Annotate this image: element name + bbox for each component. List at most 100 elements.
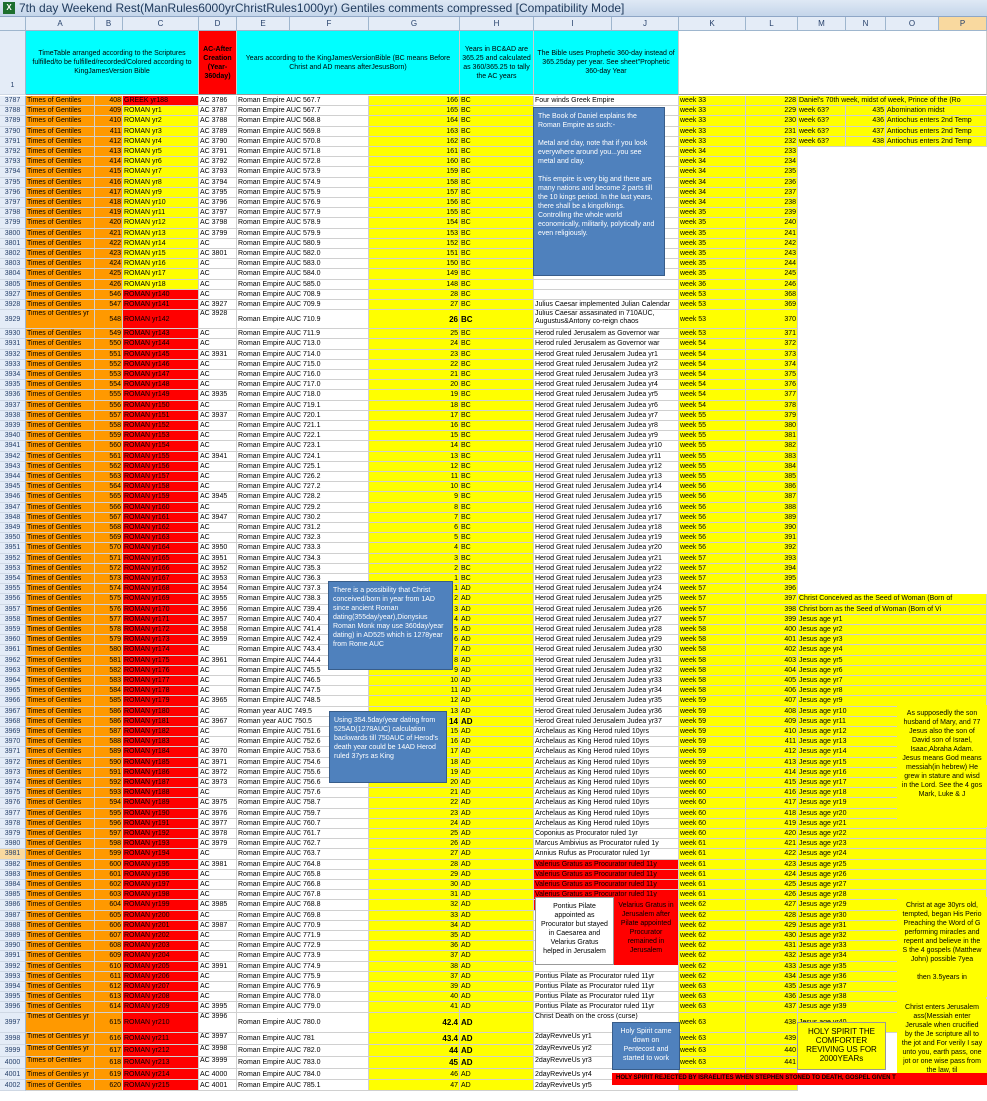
cell-roman-auc[interactable]: Roman Empire AUC 570.8 bbox=[237, 136, 369, 147]
cell-empire-year[interactable]: ROMAN yr157 bbox=[123, 472, 199, 483]
cell-event[interactable]: Archelaus as King Herod ruled 10yrs bbox=[534, 798, 679, 809]
cell-era[interactable]: BC bbox=[460, 523, 534, 534]
cell-gentile-year[interactable]: 596 bbox=[95, 818, 123, 829]
cell-week[interactable]: week 62 bbox=[679, 900, 746, 911]
cell-week[interactable]: week 63 bbox=[679, 1012, 746, 1033]
cell-week[interactable]: week 34 bbox=[679, 157, 746, 168]
header-cell-after-creation[interactable]: AC-After Creation (Year-360day) bbox=[199, 31, 237, 95]
column-header-m[interactable]: M bbox=[798, 17, 846, 30]
cell-week-count[interactable]: 385 bbox=[746, 472, 798, 483]
cell-empire-year[interactable]: ROMAN yr174 bbox=[123, 645, 199, 656]
cell-gentile-year[interactable]: 547 bbox=[95, 300, 123, 311]
cell-roman-auc[interactable]: Roman Empire AUC 727.2 bbox=[237, 482, 369, 493]
cell-roman-auc[interactable]: Roman Empire AUC 568.8 bbox=[237, 116, 369, 127]
cell-week-count[interactable]: 228 bbox=[746, 96, 798, 107]
cell-event[interactable]: Herod Great ruled Jerusalem Judea yr25 bbox=[534, 594, 679, 605]
cell-empire-year[interactable]: ROMAN yr210 bbox=[123, 1012, 199, 1033]
cell-event[interactable]: Pontius Pilate as Procurator ruled 11yr bbox=[534, 1002, 679, 1013]
row-number[interactable]: 3960 bbox=[0, 635, 26, 646]
row-number[interactable]: 3973 bbox=[0, 767, 26, 778]
cell-bc-ad-value[interactable]: 5 bbox=[369, 533, 460, 544]
cell-note-n[interactable]: 435 bbox=[846, 106, 886, 117]
cell-gentile-year[interactable]: 408 bbox=[95, 96, 123, 107]
cell-times-of-gentiles[interactable]: Times of Gentiles bbox=[26, 961, 95, 972]
cell-era[interactable]: BC bbox=[460, 339, 534, 350]
cell-bc-ad-value[interactable]: 27 bbox=[369, 849, 460, 860]
cell-bc-ad-value[interactable]: 156 bbox=[369, 198, 460, 209]
cell-times-of-gentiles[interactable]: Times of Gentiles bbox=[26, 747, 95, 758]
cell-empire-year[interactable]: ROMAN yr172 bbox=[123, 625, 199, 636]
cell-after-creation[interactable]: AC 3794 bbox=[199, 177, 237, 188]
cell-event[interactable]: Herod Great ruled Jerusalem Judea yr36 bbox=[534, 706, 679, 717]
row-number[interactable]: 3991 bbox=[0, 951, 26, 962]
cell-roman-auc[interactable]: Roman Empire AUC 745.5 bbox=[237, 665, 369, 676]
cell-empire-year[interactable]: ROMAN yr9 bbox=[123, 187, 199, 198]
cell-times-of-gentiles[interactable]: Times of Gentiles bbox=[26, 696, 95, 707]
row-number[interactable]: 3972 bbox=[0, 757, 26, 768]
cell-after-creation[interactable]: AC bbox=[199, 665, 237, 676]
cell-week-count[interactable]: 395 bbox=[746, 574, 798, 585]
cell-gentile-year[interactable]: 562 bbox=[95, 461, 123, 472]
cell-empire-year[interactable]: ROMAN yr175 bbox=[123, 655, 199, 666]
cell-empire-year[interactable]: ROMAN yr202 bbox=[123, 931, 199, 942]
cell-week-count[interactable]: 411 bbox=[746, 737, 798, 748]
cell-after-creation[interactable]: AC bbox=[199, 279, 237, 290]
cell-times-of-gentiles[interactable]: Times of Gentiles bbox=[26, 971, 95, 982]
cell-roman-auc[interactable]: Roman Empire AUC 762.7 bbox=[237, 839, 369, 850]
cell-empire-year[interactable]: ROMAN yr6 bbox=[123, 157, 199, 168]
cell-times-of-gentiles[interactable]: Times of Gentiles bbox=[26, 839, 95, 850]
row-number[interactable]: 4002 bbox=[0, 1079, 26, 1091]
cell-gentile-year[interactable]: 607 bbox=[95, 931, 123, 942]
cell-empire-year[interactable]: ROMAN yr203 bbox=[123, 941, 199, 952]
cell-after-creation[interactable]: AC bbox=[199, 971, 237, 982]
cell-bc-ad-value[interactable]: 150 bbox=[369, 259, 460, 270]
cell-empire-year[interactable]: ROMAN yr183 bbox=[123, 737, 199, 748]
cell-bc-ad-value[interactable]: 11 bbox=[369, 686, 460, 697]
cell-gentile-year[interactable]: 605 bbox=[95, 910, 123, 921]
cell-week[interactable]: week 33 bbox=[679, 116, 746, 127]
cell-bc-ad-value[interactable]: 30 bbox=[369, 880, 460, 891]
cell-note-m[interactable]: Jesus age yr1 bbox=[798, 614, 987, 625]
cell-empire-year[interactable]: ROMAN yr191 bbox=[123, 818, 199, 829]
cell-gentile-year[interactable]: 557 bbox=[95, 410, 123, 421]
row-number[interactable]: 3938 bbox=[0, 410, 26, 421]
cell-times-of-gentiles[interactable]: Times of Gentiles bbox=[26, 778, 95, 789]
cell-week-count[interactable]: 409 bbox=[746, 716, 798, 727]
cell-after-creation[interactable]: AC bbox=[199, 686, 237, 697]
cell-times-of-gentiles[interactable]: Times of Gentiles bbox=[26, 594, 95, 605]
cell-after-creation[interactable]: AC 3796 bbox=[199, 198, 237, 209]
cell-roman-auc[interactable]: Roman Empire AUC 774.9 bbox=[237, 961, 369, 972]
cell-bc-ad-value[interactable]: 158 bbox=[369, 177, 460, 188]
header-cell-kjv-years[interactable]: Years according to the KingJamesVersionB… bbox=[237, 31, 460, 95]
cell-times-of-gentiles[interactable]: Times of Gentiles bbox=[26, 788, 95, 799]
cell-note-m[interactable]: Jesus age yr27 bbox=[798, 880, 987, 891]
cell-after-creation[interactable]: AC 3947 bbox=[199, 512, 237, 523]
cell-times-of-gentiles[interactable]: Times of Gentiles bbox=[26, 676, 95, 687]
cell-era[interactable]: BC bbox=[460, 259, 534, 270]
cell-event[interactable]: Herod Great ruled Jerusalem Judea yr30 bbox=[534, 645, 679, 656]
cell-week[interactable]: week 34 bbox=[679, 177, 746, 188]
cell-week-count[interactable]: 233 bbox=[746, 147, 798, 158]
cell-event[interactable]: Herod Great ruled Jerusalem Judea yr27 bbox=[534, 614, 679, 625]
cell-roman-auc[interactable]: Roman Empire AUC 764.8 bbox=[237, 859, 369, 870]
cell-week-count[interactable]: 434 bbox=[746, 971, 798, 982]
cell-era[interactable]: AD bbox=[460, 880, 534, 891]
cell-week[interactable]: week 34 bbox=[679, 198, 746, 209]
cell-note-m[interactable]: Jesus age yr8 bbox=[798, 686, 987, 697]
note-joseph-genealogy[interactable]: As supposedly the son husband of Mary, a… bbox=[897, 705, 987, 827]
cell-event[interactable]: Herod Great ruled Jerusalem Judea yr33 bbox=[534, 676, 679, 687]
cell-week[interactable]: week 55 bbox=[679, 431, 746, 442]
cell-gentile-year[interactable]: 585 bbox=[95, 696, 123, 707]
cell-bc-ad-value[interactable]: 20 bbox=[369, 778, 460, 789]
cell-after-creation[interactable]: AC 4001 bbox=[199, 1079, 237, 1091]
cell-after-creation[interactable]: AC 3972 bbox=[199, 767, 237, 778]
cell-roman-auc[interactable]: Roman Empire AUC 575.9 bbox=[237, 187, 369, 198]
cell-era[interactable]: AD bbox=[460, 982, 534, 993]
cell-era[interactable]: BC bbox=[460, 147, 534, 158]
cell-times-of-gentiles[interactable]: Times of Gentiles yr bbox=[26, 1012, 95, 1033]
cell-after-creation[interactable]: AC 3981 bbox=[199, 859, 237, 870]
cell-event[interactable]: Marcus Ambivius as Procurator ruled 1y bbox=[534, 839, 679, 850]
row-number[interactable]: 3979 bbox=[0, 829, 26, 840]
row-number[interactable]: 3936 bbox=[0, 390, 26, 401]
cell-after-creation[interactable]: AC 3956 bbox=[199, 604, 237, 615]
